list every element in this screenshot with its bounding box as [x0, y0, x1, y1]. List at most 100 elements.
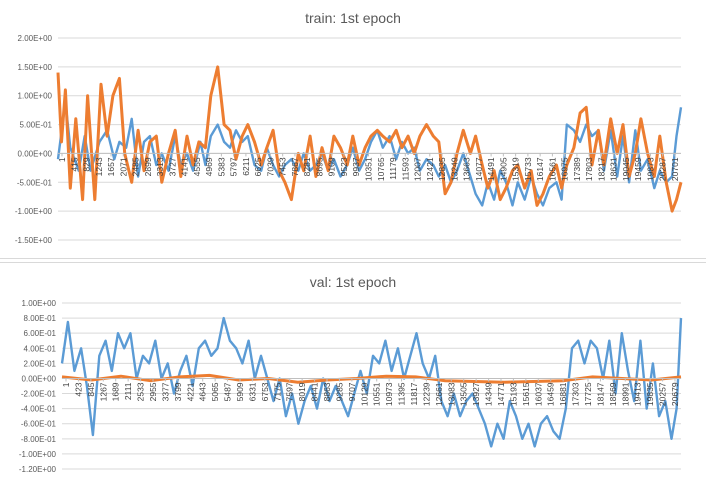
x-tick-label: 7867	[290, 157, 300, 176]
x-tick-label: 2111	[123, 382, 133, 400]
x-tick-label: 13083	[446, 382, 456, 406]
val-chart: 1.00E+00 8.00E-01 6.00E-01 4.00E-01 2.00E-01…	[19, 299, 683, 474]
x-tick-label: 14771	[496, 382, 506, 406]
y-tick-label: -1.00E+00	[19, 450, 57, 459]
x-tick-label: 9523	[339, 157, 349, 176]
x-tick-label: 2533	[136, 382, 146, 401]
y-tick-label: -6.00E-01	[21, 420, 57, 429]
x-tick-label: 423	[73, 382, 83, 396]
x-tick-label: 2071	[118, 157, 128, 176]
x-tick-label: 6211	[241, 157, 251, 176]
x-tick-label: 7175	[272, 382, 282, 401]
x-tick-label: 8863	[322, 382, 332, 401]
x-tick-label: 9937	[351, 157, 361, 176]
x-tick-label: 3313	[155, 157, 165, 176]
y-tick-label: 5.00E-01	[20, 121, 53, 130]
x-tick-label: 8441	[310, 382, 320, 401]
x-tick-label: 15615	[521, 382, 531, 406]
x-tick-label: 9285	[334, 382, 344, 401]
x-tick-label: 12661	[434, 382, 444, 406]
x-tick-label: 11593	[400, 157, 410, 180]
x-tick-label: 9707	[347, 382, 357, 401]
x-tick-label: 18147	[595, 382, 605, 406]
x-tick-label: 15193	[508, 382, 518, 406]
x-tick-label: 17803	[584, 157, 594, 181]
x-tick-label: 3377	[160, 382, 170, 401]
x-tick-label: 13249	[449, 157, 459, 181]
y-tick-label: -1.50E+00	[15, 236, 53, 245]
chart-title: train: 1st epoch	[305, 10, 401, 26]
x-tick-label: 16037	[533, 382, 543, 406]
x-tick-label: 10129	[359, 382, 369, 406]
y-tick-label: 8.00E-01	[24, 314, 57, 323]
x-tick-label: 5909	[235, 382, 245, 401]
x-tick-label: 3799	[173, 382, 183, 401]
y-tick-label: 0.00E+00	[18, 149, 53, 158]
y-tick-label: -5.00E-01	[17, 178, 53, 187]
y-tick-label: -8.00E-01	[21, 435, 57, 444]
series-line-2	[56, 65, 683, 213]
x-tick-label: 5383	[216, 157, 226, 176]
x-tick-label: 11179	[388, 157, 398, 180]
y-tick-label: -4.00E-01	[21, 405, 57, 414]
x-tick-label: 1689	[111, 382, 121, 401]
x-tick-label: 6331	[247, 382, 257, 401]
x-tick-label: 18569	[608, 382, 618, 406]
x-tick-label: 1267	[98, 382, 108, 401]
x-tick-label: 11395	[397, 382, 407, 405]
x-tick-label: 12421	[425, 157, 435, 181]
x-tick-label: 17389	[572, 157, 582, 181]
y-tick-label: -1.20E+00	[19, 465, 57, 474]
x-tick-label: 16881	[558, 382, 568, 406]
x-tick-label: 10351	[364, 157, 374, 181]
x-tick-label: 8695	[314, 157, 324, 176]
x-tick-label: 18991	[620, 382, 630, 406]
x-tick-label: 14491	[486, 157, 496, 181]
x-tick-label: 19045	[621, 157, 631, 181]
x-tick-label: 13663	[462, 157, 472, 181]
x-tick-label: 19873	[645, 157, 655, 181]
x-tick-label: 16561	[547, 157, 557, 181]
x-tick-label: 16459	[546, 382, 556, 406]
y-tick-label: -2.00E-01	[21, 390, 57, 399]
x-tick-label: 7039	[265, 157, 275, 176]
x-tick-label: 3727	[167, 157, 177, 176]
x-tick-label: 10765	[376, 157, 386, 181]
x-tick-label: 18217	[596, 157, 606, 181]
x-tick-label: 13927	[471, 382, 481, 406]
x-tick-label: 5065	[210, 382, 220, 401]
x-tick-label: 415	[69, 157, 79, 171]
train-chart-panel: train: 1st epoch 2.00E+00 1.50E+00 1.00E+0…	[0, 10, 706, 259]
y-tick-label: -1.00E+00	[15, 207, 53, 216]
x-tick-label: 1	[61, 382, 71, 387]
y-tick-label: 1.50E+00	[18, 63, 53, 72]
x-tick-label: 19459	[633, 157, 643, 181]
x-tick-label: 4643	[198, 382, 208, 401]
x-tick-label: 1243	[94, 157, 104, 176]
x-tick-label: 6753	[260, 382, 270, 401]
x-tick-label: 4141	[180, 157, 190, 176]
x-tick-label: 7453	[278, 157, 288, 176]
x-tick-label: 2485	[131, 157, 141, 176]
val-chart-panel: val: 1st epoch 1.00E+00 8.00E-01 6.00E-01 4…	[0, 262, 706, 489]
x-tick-label: 2899	[143, 157, 153, 176]
x-tick-label: 20257	[658, 382, 668, 406]
x-tick-label: 20701	[670, 157, 680, 181]
x-tick-label: 17303	[571, 382, 581, 406]
x-tick-label: 4969	[204, 157, 214, 176]
x-tick-label: 829	[82, 157, 92, 171]
x-tick-label: 4555	[192, 157, 202, 176]
x-tick-label: 20679	[670, 382, 680, 406]
series-line-1	[60, 316, 683, 448]
x-tick-label: 14077	[474, 157, 484, 181]
x-tick-label: 16147	[535, 157, 545, 181]
x-tick-label: 6625	[253, 157, 263, 176]
x-tick-label: 9109	[327, 157, 337, 176]
x-tick-label: 13505	[459, 382, 469, 406]
x-tick-label: 17725	[583, 382, 593, 406]
x-tick-label: 11817	[409, 382, 419, 405]
x-tick-label: 10973	[384, 382, 394, 406]
x-tick-label: 845	[86, 382, 96, 396]
y-tick-label: 1.00E+00	[18, 92, 53, 101]
x-tick-label: 5487	[223, 382, 233, 401]
